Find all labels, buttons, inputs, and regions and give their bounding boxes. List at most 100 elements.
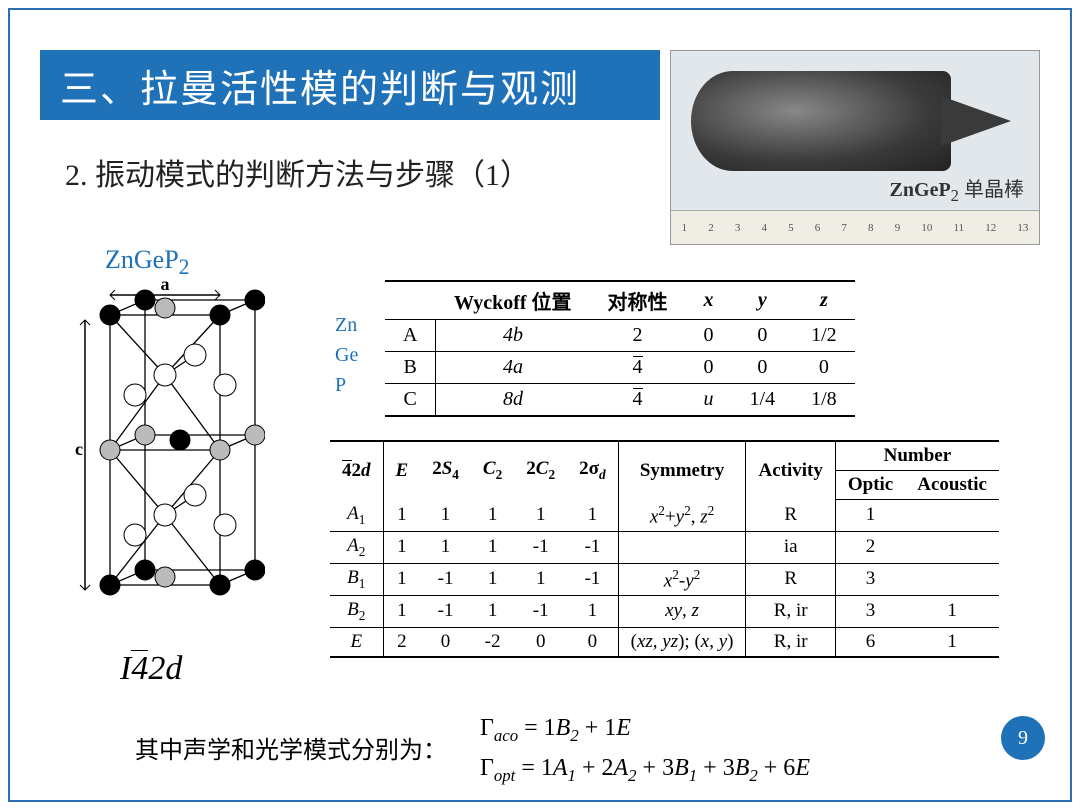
subtitle: 2. 振动模式的判断方法与步骤（1）	[65, 150, 530, 194]
table2-symmetry	[618, 531, 746, 563]
table2-row-label: E	[330, 627, 383, 657]
table2-cell: 1	[420, 500, 471, 532]
table1-header: x	[686, 281, 732, 320]
photo-suffix: 单晶棒	[959, 179, 1024, 201]
table2-cell: 1	[514, 563, 567, 595]
table2-cell: 1	[420, 531, 471, 563]
table2-group: 42d	[330, 441, 383, 500]
character-table: 42dE2S4C22C22σdSymmetryActivityNumberOpt…	[330, 440, 999, 658]
table1-cell: 2	[590, 320, 686, 352]
crystal-tip-shape	[941, 96, 1011, 146]
photo-formula: ZnGeP	[890, 179, 951, 201]
table2-cell: 1	[383, 500, 420, 532]
table1-cell: 4	[590, 352, 686, 384]
table2-cell: -1	[420, 563, 471, 595]
table1-cell: 4a	[436, 352, 590, 384]
table2-acoustic	[905, 563, 999, 595]
table2-row-label: A2	[330, 531, 383, 563]
table1-cell: 0	[686, 320, 732, 352]
footer-text: 其中声学和光学模式分别为：	[135, 730, 447, 765]
table2-cell: -1	[567, 531, 618, 563]
element-labels: ZnGeP	[335, 310, 358, 400]
table2-cell: -2	[471, 627, 514, 657]
table1-header: 对称性	[590, 281, 686, 320]
table2-acoustic	[905, 500, 999, 532]
table2-optic: 3	[835, 563, 905, 595]
title-bar: 三、拉曼活性模的判断与观测	[40, 50, 660, 120]
eq-optical: Γopt = 1A1 + 2A2 + 3B1 + 3B2 + 6E	[480, 749, 810, 790]
sg-overbar: 4	[131, 650, 148, 688]
table2-cell: 1	[471, 563, 514, 595]
ruler-tick: 5	[788, 222, 794, 234]
table2-header: 2C2	[514, 441, 567, 500]
sg-tail: 2d	[148, 650, 182, 687]
table2-cell: 0	[567, 627, 618, 657]
table2-symmetry: xy, z	[618, 595, 746, 627]
table2-cell: 1	[514, 500, 567, 532]
table1-cell: 0	[732, 352, 794, 384]
table1-header: y	[732, 281, 794, 320]
table1-cell: 0	[732, 320, 794, 352]
table2-symmetry: x2-y2	[618, 563, 746, 595]
wyckoff-table: Wyckoff 位置对称性xyzA4b2001/2B4a4000C8d4u1/4…	[385, 280, 855, 417]
table1-cell: 0	[686, 352, 732, 384]
svg-text:c: c	[75, 439, 83, 459]
table2-symmetry: x2+y2, z2	[618, 500, 746, 532]
ruler-tick: 6	[815, 222, 821, 234]
ruler-tick: 10	[921, 222, 932, 234]
ruler-tick: 4	[761, 222, 767, 234]
table2-cell: 0	[514, 627, 567, 657]
ruler-tick: 2	[708, 222, 714, 234]
space-group-symbol: I42d	[120, 650, 182, 688]
ruler-tick: 3	[735, 222, 741, 234]
element-label: Zn	[335, 310, 358, 340]
table1-header: z	[793, 281, 855, 320]
table2-header: C2	[471, 441, 514, 500]
table2-cell: -1	[514, 531, 567, 563]
table2-cell: 0	[420, 627, 471, 657]
table2-optic: 2	[835, 531, 905, 563]
table2-row-label: B2	[330, 595, 383, 627]
crystal-structure-diagram: a c	[65, 275, 265, 615]
slide-frame: 三、拉曼活性模的判断与观测 2. 振动模式的判断方法与步骤（1） ZnGeP2 …	[8, 8, 1072, 802]
page-number-badge: 9	[1001, 716, 1045, 760]
ruler: 12345678910111213	[671, 210, 1039, 244]
table2-header: Symmetry	[618, 441, 746, 500]
table2-cell: 1	[471, 595, 514, 627]
table2-subheader: Acoustic	[905, 471, 999, 500]
table1-cell: 0	[793, 352, 855, 384]
table2-cell: -1	[420, 595, 471, 627]
table2-cell: 1	[567, 595, 618, 627]
table2-header: E	[383, 441, 420, 500]
ruler-tick: 1	[682, 222, 688, 234]
table1-cell: 1/2	[793, 320, 855, 352]
table2-subheader: Optic	[835, 471, 905, 500]
table2-cell: -1	[514, 595, 567, 627]
table2-cell: 2	[383, 627, 420, 657]
table1-cell: C	[385, 384, 436, 417]
table2-cell: 1	[383, 595, 420, 627]
page-number: 9	[1018, 727, 1028, 750]
table2-activity: R	[746, 500, 835, 532]
table2-row-label: A1	[330, 500, 383, 532]
table2-cell: 1	[471, 500, 514, 532]
crystal-photo: ZnGeP2 单晶棒 12345678910111213	[670, 50, 1040, 245]
table2-header: Activity	[746, 441, 835, 500]
table2-acoustic: 1	[905, 627, 999, 657]
table2-header: 2S4	[420, 441, 471, 500]
table1-cell: A	[385, 320, 436, 352]
table2-optic: 3	[835, 595, 905, 627]
table1-header: Wyckoff 位置	[436, 281, 590, 320]
table2-activity: R	[746, 563, 835, 595]
table1-header	[385, 281, 436, 320]
table2-optic: 6	[835, 627, 905, 657]
table2-acoustic	[905, 531, 999, 563]
photo-label: ZnGeP2 单晶棒	[890, 173, 1024, 206]
table2-cell: 1	[471, 531, 514, 563]
table1-cell: B	[385, 352, 436, 384]
ruler-tick: 13	[1017, 222, 1028, 234]
table2-header: Number	[835, 441, 999, 471]
table2-activity: R, ir	[746, 627, 835, 657]
table2-row-label: B1	[330, 563, 383, 595]
sg-lead: I	[120, 650, 131, 687]
